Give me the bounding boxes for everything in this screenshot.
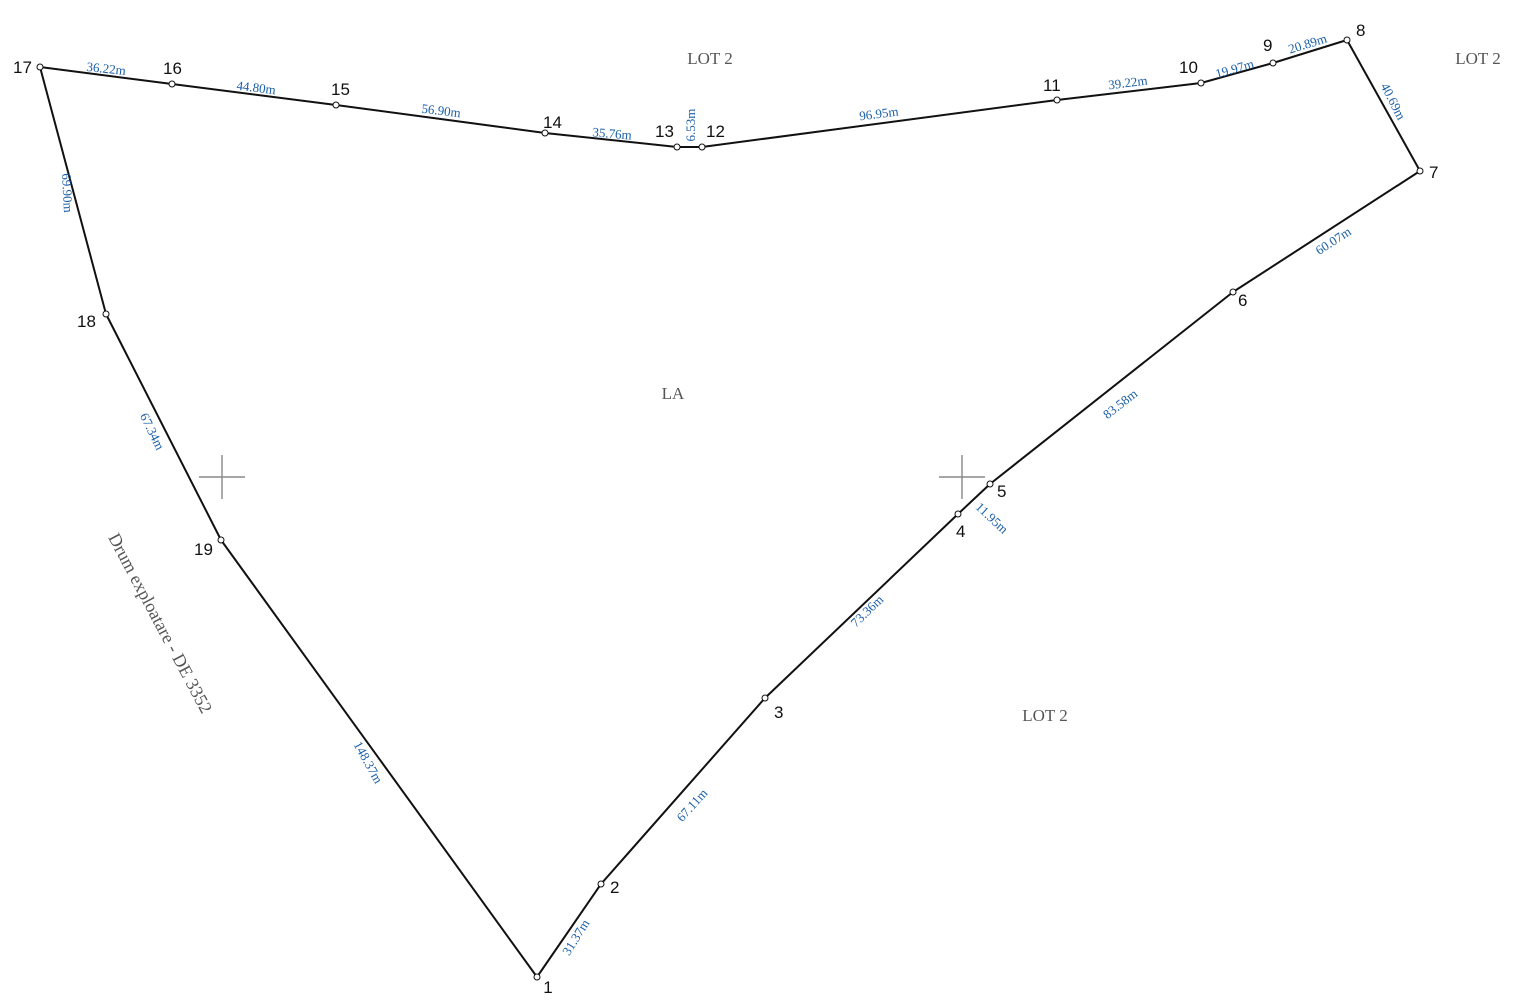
vertex-marker-1: [533, 973, 541, 981]
parcel-boundary: [39, 39, 1421, 978]
vertex-label-18: 18: [77, 312, 96, 331]
vertex-marker-18: [102, 310, 110, 318]
vertex-marker-10: [1197, 79, 1205, 87]
edge-length-14-13: 35.76m: [592, 124, 633, 142]
lot-label-top: LOT 2: [687, 49, 733, 68]
edge-length-3-2: 67.11m: [673, 786, 710, 825]
vertex-label-2: 2: [610, 878, 619, 897]
vertex-label-17: 17: [13, 58, 32, 77]
edge-length-4-3: 73.36m: [848, 592, 887, 630]
edge-length-10-9: 19.97m: [1214, 56, 1256, 81]
vertex-label-6: 6: [1238, 291, 1247, 310]
vertex-marker-12: [698, 143, 706, 151]
vertex-marker-9: [1269, 59, 1277, 67]
edge-length-15-14: 56.90m: [421, 101, 462, 121]
vertex-label-3: 3: [774, 703, 783, 722]
vertex-marker-11: [1053, 96, 1061, 104]
edge-length-5-4: 11.95m: [973, 499, 1012, 536]
vertex-label-8: 8: [1356, 21, 1365, 40]
vertex-label-7: 7: [1429, 163, 1438, 182]
vertex-label-9: 9: [1263, 36, 1272, 55]
edge-length-11-10: 39.22m: [1107, 73, 1148, 93]
vertex-label-13: 13: [655, 122, 674, 141]
edge-length-13-12: 6.53m: [683, 109, 698, 142]
vertex-label-4: 4: [956, 522, 965, 541]
edge-length-19-18: 67.34m: [137, 410, 168, 452]
vertex-label-16: 16: [163, 59, 182, 78]
vertex-marker-14: [541, 129, 549, 137]
vertex-marker-8: [1343, 36, 1351, 44]
edge-length-12-11: 96.95m: [858, 104, 899, 124]
edge-length-18-17: 69.90m: [59, 173, 76, 213]
vertex-label-5: 5: [997, 482, 1006, 501]
vertex-marker-16: [168, 80, 176, 88]
vertex-marker-13: [673, 143, 681, 151]
vertex-marker-15: [332, 101, 340, 109]
vertex-marker-7: [1416, 167, 1424, 175]
vertex-marker-6: [1229, 288, 1237, 296]
vertex-label-1: 1: [543, 978, 552, 997]
vertex-marker-2: [597, 880, 605, 888]
reference-cross: [939, 455, 985, 499]
measurement-labels: 36.22m 44.80m 56.90m 35.76m 6.53m 96.95m 39.22…: [59, 31, 1409, 958]
lot-label-bottom: LOT 2: [1022, 706, 1068, 725]
center-label: LA: [662, 384, 685, 403]
vertex-marker-3: [761, 694, 769, 702]
vertex-markers: [36, 36, 1424, 981]
vertex-label-19: 19: [194, 540, 213, 559]
edge-length-16-15: 44.80m: [236, 78, 277, 98]
vertex-label-12: 12: [706, 122, 725, 141]
vertex-marker-19: [217, 536, 225, 544]
edge-length-7-6: 60.07m: [1313, 224, 1354, 258]
vertex-label-15: 15: [331, 80, 350, 99]
vertex-marker-17: [36, 63, 44, 71]
lot-label-top-right: LOT 2: [1455, 49, 1501, 68]
vertex-marker-4: [954, 510, 962, 518]
vertex-label-11: 11: [1043, 76, 1061, 95]
edge-length-8-7: 40.69m: [1378, 80, 1409, 122]
vertex-label-10: 10: [1179, 58, 1198, 77]
reference-crosses: [199, 455, 985, 499]
edge-length-17-16: 36.22m: [86, 59, 127, 78]
reference-cross: [199, 455, 245, 499]
parcel-polygon: [39, 39, 1421, 978]
vertex-label-14: 14: [543, 113, 562, 132]
vertex-marker-5: [986, 480, 994, 488]
